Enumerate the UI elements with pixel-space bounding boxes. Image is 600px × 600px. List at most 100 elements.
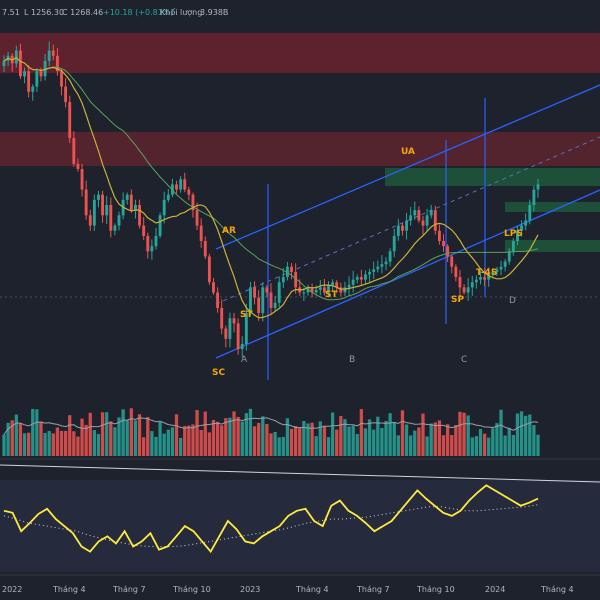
volume-bar <box>339 416 343 456</box>
volume-bar <box>528 414 532 456</box>
volume-bar <box>511 434 515 456</box>
volume-bar <box>495 423 499 456</box>
candle-body <box>35 71 39 87</box>
candle-body <box>162 199 166 216</box>
candle-body <box>442 241 445 247</box>
candle-body <box>150 246 154 252</box>
candle-body <box>474 279 478 283</box>
volume-bars <box>2 408 540 456</box>
candle-body <box>281 277 285 283</box>
candle-body <box>327 284 330 293</box>
volume-bar <box>39 421 43 456</box>
header-close: C 1268.46 <box>62 8 103 17</box>
volume-bar <box>462 412 466 456</box>
moving-average-fast <box>3 56 539 319</box>
volume-bar <box>27 432 31 456</box>
x-tick-thang10-2023: Tháng 10 <box>416 585 455 594</box>
volume-bar <box>322 425 327 456</box>
support-zone-2 <box>505 202 600 212</box>
volume-bar <box>109 421 113 456</box>
volume-bar <box>199 429 203 456</box>
marker-sp: SP <box>451 295 464 305</box>
candle-body <box>261 287 265 314</box>
candle-body <box>405 220 408 231</box>
candle-body <box>158 215 162 236</box>
candle-body <box>64 86 68 103</box>
volume-bar <box>183 425 187 456</box>
volume-bar <box>14 414 18 456</box>
candle-body <box>314 289 318 293</box>
volume-bar <box>355 433 359 456</box>
volume-bar <box>421 413 425 456</box>
volume-bar <box>384 420 388 456</box>
candle-body <box>224 328 228 339</box>
volume-bar <box>220 425 224 456</box>
volume-bar <box>351 425 355 456</box>
candle-body <box>536 184 540 190</box>
candle-body <box>228 318 232 339</box>
volume-average-line <box>3 417 539 435</box>
marker-t4s: T-4S <box>476 268 497 278</box>
candle-body <box>409 215 413 221</box>
candle-body <box>376 266 380 270</box>
oscillator-signal-line <box>3 504 539 547</box>
candle-body <box>458 277 462 288</box>
candle-body <box>466 287 470 293</box>
resistance-zone-mid <box>0 132 600 166</box>
volume-bar <box>158 421 162 456</box>
phase-label-a: A <box>241 355 248 365</box>
volume-bar <box>150 431 154 456</box>
candle-body <box>84 189 88 216</box>
volume-bar <box>524 415 528 456</box>
header-low: L 1256.30 <box>24 8 64 17</box>
marker-st-1: ST <box>240 310 253 320</box>
candle-body <box>39 71 43 77</box>
candle-body <box>253 287 257 298</box>
support-zone-3 <box>505 240 600 252</box>
volume-bar <box>532 425 536 456</box>
volume-bar <box>35 409 39 456</box>
volume-bar <box>437 420 442 456</box>
volume-bar <box>47 431 51 456</box>
candle-body <box>388 251 392 262</box>
volume-bar <box>68 415 72 456</box>
candle-body <box>183 179 187 190</box>
volume-bar <box>51 433 55 456</box>
candle-body <box>355 277 359 280</box>
volume-bar <box>133 420 138 456</box>
header-change: +10.18 (+0.81%) <box>103 8 174 17</box>
volume-bar <box>178 437 183 456</box>
candle-body <box>335 282 339 288</box>
x-tick-thang7-2022: Tháng 7 <box>112 585 146 594</box>
candle-body <box>203 241 207 257</box>
volume-bar <box>376 416 380 456</box>
candle-body <box>368 271 372 275</box>
channel-lower-line <box>215 189 600 359</box>
candle-body <box>322 287 326 293</box>
candle-body <box>425 215 429 226</box>
candle-body <box>351 279 355 285</box>
volume-bar <box>347 426 351 456</box>
volume-bar <box>380 427 384 456</box>
candle-body <box>396 225 400 236</box>
candle-body <box>446 246 450 257</box>
candle-body <box>232 318 236 324</box>
volume-bar <box>63 430 68 456</box>
candle-body <box>60 71 63 87</box>
candle-body <box>487 274 491 280</box>
candle-body <box>240 343 244 350</box>
candle-body <box>207 256 211 283</box>
volume-bar <box>100 412 105 456</box>
volume-bar <box>59 430 64 456</box>
volume-value: 3.938B <box>200 8 228 17</box>
channel-upper-line <box>215 84 600 250</box>
volume-bar <box>72 431 76 456</box>
candle-body <box>187 189 191 195</box>
channel-mid-line <box>215 136 600 305</box>
candle-body <box>413 210 417 216</box>
candle-body <box>212 282 215 293</box>
volume-bar <box>84 424 88 456</box>
candle-body <box>495 269 499 272</box>
candle-body <box>273 302 277 308</box>
